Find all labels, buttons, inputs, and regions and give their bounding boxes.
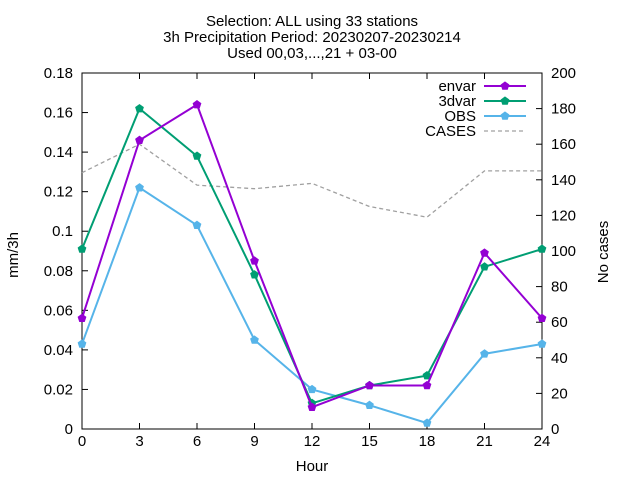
- data-point-3dvar: [537, 244, 547, 253]
- data-point-envar: [77, 313, 87, 322]
- legend-marker: [500, 96, 510, 105]
- x-tick-label: 24: [534, 433, 551, 450]
- data-point-envar: [480, 248, 489, 257]
- y-tick-label: 0: [65, 421, 73, 438]
- data-point-obs: [365, 400, 374, 409]
- x-tick-label: 9: [250, 433, 258, 450]
- y-tick-label: 0.18: [44, 65, 73, 82]
- data-point-obs: [422, 418, 432, 427]
- y2-tick-label: 40: [551, 350, 568, 367]
- data-point-3dvar: [422, 370, 432, 380]
- y2-tick-label: 100: [551, 243, 576, 260]
- data-point-obs: [537, 339, 547, 348]
- legend-label: envar: [438, 78, 476, 95]
- y-tick-label: 0.14: [44, 144, 73, 161]
- y2-tick-label: 80: [551, 279, 568, 296]
- data-point-envar: [537, 313, 547, 322]
- legend-label: 3dvar: [438, 93, 476, 110]
- data-point-obs: [77, 339, 87, 348]
- x-tick-label: 18: [419, 433, 436, 450]
- x-axis-label: Hour: [296, 458, 329, 475]
- y2-tick-label: 20: [551, 385, 568, 402]
- data-point-obs: [250, 335, 259, 344]
- y-tick-label: 0.08: [44, 263, 73, 280]
- y2-tick-label: 160: [551, 136, 576, 153]
- data-point-3dvar: [480, 262, 489, 271]
- series-line-envar: [81, 103, 543, 409]
- y2-tick-label: 120: [551, 207, 576, 224]
- data-point-obs: [307, 384, 317, 394]
- y2-tick-label: 200: [551, 65, 576, 82]
- data-point-3dvar: [135, 103, 144, 113]
- legend-marker: [500, 81, 510, 90]
- y-tick-label: 0.1: [52, 223, 73, 240]
- legend-marker: [500, 111, 510, 120]
- data-point-obs: [135, 183, 144, 192]
- y2-tick-label: 180: [551, 101, 576, 118]
- series-lines: [77, 100, 547, 427]
- data-point-3dvar: [192, 151, 202, 160]
- y-tick-label: 0.12: [44, 184, 73, 201]
- y-tick-label: 0.06: [44, 302, 73, 319]
- data-point-3dvar: [250, 270, 259, 279]
- series-line-cases: [81, 143, 542, 218]
- data-point-envar: [135, 135, 144, 144]
- x-tick-label: 21: [476, 433, 493, 450]
- data-point-envar: [192, 100, 202, 109]
- data-point-obs: [480, 349, 489, 358]
- y2-axis-label: No cases: [595, 221, 612, 284]
- title-line: Selection: ALL using 33 stations: [206, 13, 418, 30]
- title-line: 3h Precipitation Period: 20230207-202302…: [163, 29, 461, 46]
- y2-tick-label: 60: [551, 314, 568, 331]
- axis-ticks: 0 3 6 9 12 15 18 21 2400.020.040.060.080.10.120.…: [44, 65, 576, 450]
- legend-label: OBS: [444, 108, 476, 125]
- data-point-3dvar: [77, 244, 87, 253]
- x-tick-label: 3: [135, 433, 143, 450]
- y-tick-label: 0.04: [44, 342, 73, 359]
- data-point-envar: [422, 380, 432, 390]
- y2-tick-label: 0: [551, 421, 559, 438]
- y2-tick-label: 140: [551, 172, 576, 189]
- x-tick-label: 12: [304, 433, 321, 450]
- title-line: Used 00,03,...,21 + 03-00: [227, 45, 397, 62]
- data-point-obs: [192, 220, 202, 230]
- data-point-envar: [250, 256, 259, 265]
- y-tick-label: 0.02: [44, 381, 73, 398]
- legend-label: CASES: [425, 123, 476, 140]
- x-tick-label: 6: [193, 433, 201, 450]
- data-point-envar: [365, 380, 374, 390]
- x-tick-label: 0: [78, 433, 86, 450]
- y-axis-label: mm/3h: [5, 232, 22, 278]
- data-point-envar: [307, 402, 317, 411]
- y-tick-label: 0.16: [44, 105, 73, 122]
- x-tick-label: 15: [361, 433, 378, 450]
